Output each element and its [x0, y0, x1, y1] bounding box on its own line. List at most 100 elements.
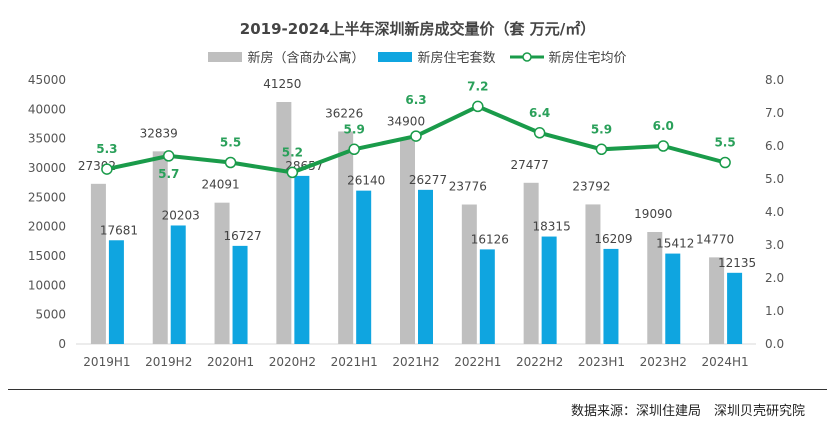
legend-line-marker	[509, 51, 544, 62]
x-tick-label: 2024H1	[701, 355, 748, 369]
legend-swatch	[208, 51, 243, 62]
x-tick-label: 2019H2	[145, 355, 192, 369]
legend-label: 新房（含商办公寓）	[247, 51, 365, 66]
bar-residential-label: 16126	[471, 232, 509, 246]
right-tick-label: 3.0	[765, 238, 784, 252]
bar-commercial-label: 34900	[387, 114, 425, 128]
bar-commercial	[276, 102, 292, 344]
source-note: 数据来源：深圳住建局 深圳贝壳研究院	[570, 404, 805, 419]
price-point	[657, 140, 670, 152]
price-label: 5.5	[714, 136, 735, 150]
left-tick-label: 35000	[28, 132, 66, 146]
price-point	[101, 163, 113, 175]
plot-area: 0 5000 10000 15000 20000 25000 30000 35000 40000…	[28, 73, 784, 369]
bar-residential	[541, 236, 557, 344]
bar-residential	[170, 225, 186, 344]
x-tick-label: 2023H2	[640, 355, 687, 369]
price-point	[410, 130, 422, 142]
bar-residential	[479, 249, 495, 344]
left-tick-label: 40000	[28, 102, 66, 116]
bar-residential-label: 26140	[347, 174, 385, 188]
bar-commercial-label: 23792	[572, 179, 610, 193]
left-tick-label: 10000	[28, 278, 66, 292]
bar-residential-label: 12135	[718, 256, 756, 270]
x-tick-label: 2020H2	[269, 355, 316, 369]
bar-residential-label: 16209	[594, 232, 632, 246]
bar-residential-label: 18315	[533, 220, 571, 234]
left-tick-label: 5000	[35, 308, 66, 322]
x-tick-label: 2021H1	[331, 355, 378, 369]
price-label: 5.2	[282, 145, 303, 159]
x-tick-label: 2023H1	[578, 355, 625, 369]
price-label: 7.2	[467, 79, 488, 93]
bar-commercial	[709, 257, 725, 344]
left-tick-label: 20000	[28, 220, 66, 234]
bar-residential	[665, 253, 681, 344]
legend-swatch	[378, 51, 413, 62]
right-tick-label: 2.0	[765, 271, 784, 285]
bar-commercial	[152, 151, 168, 344]
bar-residential	[356, 190, 372, 344]
right-tick-label: 7.0	[765, 106, 784, 120]
bar-commercial-label: 32839	[140, 126, 178, 140]
left-tick-label: 15000	[28, 249, 66, 263]
bar-residential-label: 17681	[100, 223, 138, 237]
right-tick-label: 5.0	[765, 172, 784, 186]
left-tick-label: 25000	[28, 190, 66, 204]
legend-item-residential: 新房住宅套数	[378, 47, 496, 66]
right-tick-label: 4.0	[765, 205, 784, 219]
bar-commercial-label: 24091	[201, 178, 239, 192]
price-label: 6.4	[529, 106, 550, 120]
right-tick-label: 6.0	[765, 139, 784, 153]
footer-divider	[8, 389, 827, 390]
legend-label: 新房住宅均价	[548, 51, 627, 66]
legend-item-price: 新房住宅均价	[509, 47, 627, 66]
left-tick-label: 45000	[28, 73, 66, 87]
price-label: 6.0	[653, 119, 674, 133]
right-tick-label: 0.0	[765, 337, 784, 351]
bar-residential	[108, 240, 124, 344]
bar-commercial-label: 19090	[634, 207, 672, 221]
right-tick-label: 8.0	[765, 73, 784, 87]
left-tick-label: 30000	[28, 161, 66, 175]
bar-commercial	[461, 204, 477, 344]
price-label: 6.3	[405, 93, 426, 107]
price-label: 5.9	[344, 122, 365, 136]
price-label: 5.7	[158, 167, 179, 181]
x-tick-label: 2022H1	[454, 355, 501, 369]
x-tick-label: 2019H1	[83, 355, 130, 369]
price-label: 5.9	[591, 122, 612, 136]
bar-commercial	[647, 232, 663, 344]
bar-residential-label: 26277	[409, 173, 447, 187]
bar-commercial	[400, 139, 415, 344]
bar-commercial	[90, 183, 106, 344]
bar-commercial	[585, 204, 601, 344]
bar-residential-label: 16727	[223, 229, 261, 243]
bar-residential-label: 15412	[656, 237, 694, 251]
price-point	[472, 100, 484, 113]
bar-commercial-label: 36226	[325, 106, 363, 120]
bar-commercial-label: 41250	[263, 77, 301, 91]
price-point	[162, 150, 175, 162]
left-tick-label: 0	[58, 337, 66, 351]
price-point	[595, 143, 608, 156]
price-label: 5.5	[220, 136, 241, 150]
chart-title: 2019-2024上半年深圳新房成交量价（套 万元/㎡）	[239, 20, 596, 38]
bar-residential	[418, 189, 433, 344]
bar-residential	[232, 245, 248, 344]
x-tick-label: 2022H2	[516, 355, 563, 369]
bar-residential	[603, 248, 619, 344]
bar-commercial	[523, 182, 539, 344]
price-point	[286, 166, 299, 179]
bar-commercial	[214, 202, 230, 344]
bar-residential-label: 20203	[162, 208, 200, 222]
legend-label: 新房住宅套数	[417, 51, 496, 66]
bar-commercial	[338, 131, 354, 344]
price-point	[348, 143, 360, 156]
bar-commercial-label: 23776	[449, 180, 487, 194]
price-label: 5.3	[96, 142, 117, 156]
bar-commercial-label: 27477	[511, 158, 549, 172]
bar-residential	[727, 272, 743, 344]
right-tick-label: 1.0	[765, 304, 784, 318]
